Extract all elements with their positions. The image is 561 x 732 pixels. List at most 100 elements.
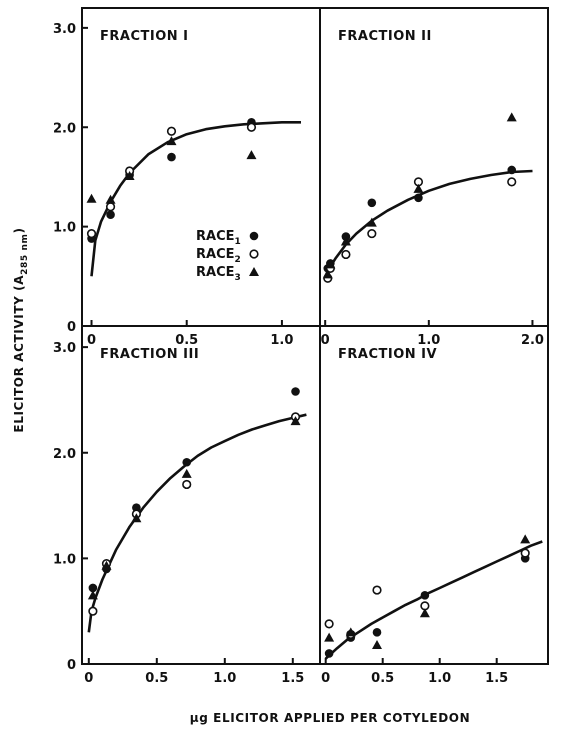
data-point [520, 548, 530, 558]
data-point [366, 217, 377, 227]
series-triangle [86, 136, 257, 204]
y-tick-label: 0 [67, 320, 76, 335]
data-point [101, 560, 112, 570]
legend-marker [249, 267, 259, 276]
panel-1: FRACTION I 0 1.0 2.0 3.0 0 0.5 1.0 [53, 7, 321, 348]
panel-title: FRACTION III [100, 347, 199, 362]
data-point [88, 606, 98, 616]
y-axis-label-sub: 285 nm [20, 234, 30, 275]
data-point [345, 627, 356, 637]
data-point [132, 503, 141, 512]
data-point [166, 136, 177, 146]
x-tick-label: 1.0 [213, 671, 236, 686]
y-tick-label: 3.0 [53, 22, 76, 37]
panel-frame [319, 325, 549, 665]
panels: FRACTION I 0 1.0 2.0 3.0 0 0.5 1.0 FRACTION II 0 1… [53, 7, 549, 686]
x-tick-label: 0 [321, 671, 330, 686]
series-filled-circle [88, 387, 300, 593]
legend-marker [249, 231, 259, 241]
data-point [246, 150, 257, 160]
data-point [246, 122, 257, 132]
panel-2: FRACTION II 0 1.0 2.0 [319, 7, 549, 348]
legend-label: RACE3 [196, 265, 241, 283]
data-point [324, 649, 334, 658]
data-point [414, 193, 423, 203]
data-point [106, 210, 115, 219]
data-point [419, 608, 430, 618]
legend-label: RACE1 [196, 229, 241, 247]
data-point [367, 228, 377, 239]
x-tick-label: 0.5 [371, 671, 394, 686]
x-tick-label: 0 [321, 333, 330, 348]
data-point [507, 165, 517, 175]
data-point [86, 228, 97, 239]
legend-marker [249, 249, 259, 259]
data-point [87, 590, 98, 600]
y-tick-label: 2.0 [53, 121, 76, 136]
data-point [520, 534, 531, 544]
data-point [372, 585, 382, 595]
data-point [181, 468, 192, 478]
data-point [291, 387, 300, 396]
data-point [182, 479, 192, 490]
data-point [341, 249, 351, 260]
data-point [182, 457, 192, 467]
data-point [372, 628, 382, 637]
fit-curve [90, 121, 301, 277]
panel-4: FRACTION IV 0 0.5 1.0 1.5 [319, 325, 549, 686]
y-tick-label: 0 [67, 658, 76, 673]
data-point [290, 416, 301, 426]
data-point [105, 194, 116, 204]
legend-label: RACE2 [196, 247, 241, 265]
y-tick-label: 1.0 [53, 552, 76, 567]
data-point [324, 632, 335, 642]
data-point [420, 591, 430, 600]
x-tick-label: 0.5 [175, 333, 198, 348]
data-point [324, 619, 334, 629]
x-tick-label: 1.5 [485, 671, 508, 686]
data-point [124, 170, 135, 180]
series-triangle [324, 534, 531, 649]
data-point [322, 269, 333, 279]
x-tick-label: 1.0 [417, 333, 440, 348]
fit-curve [324, 169, 533, 277]
data-point [506, 112, 517, 122]
panel-title: FRACTION II [338, 29, 432, 44]
data-point [340, 236, 351, 246]
x-tick-label: 0 [84, 671, 93, 686]
data-point [105, 202, 116, 212]
y-axis-label: ELICITOR ACTIVITY (A285 nm) [12, 227, 30, 432]
x-tick-label: 0.5 [145, 671, 168, 686]
x-axis-label: µg ELICITOR APPLIED PER COTYLEDON [190, 711, 470, 725]
series-triangle [87, 416, 301, 600]
panel-title: FRACTION IV [338, 347, 437, 362]
x-tick-label: 1.0 [428, 671, 451, 686]
data-point [507, 177, 517, 187]
x-tick-label: 2.0 [521, 333, 544, 348]
y-tick-label: 3.0 [53, 341, 76, 356]
y-tick-label: 1.0 [53, 221, 76, 236]
data-point [413, 183, 424, 193]
data-point [367, 198, 377, 208]
data-point [167, 152, 176, 162]
y-tick-label: 2.0 [53, 447, 76, 462]
x-tick-label: 0 [87, 333, 96, 348]
panel-frame [81, 325, 321, 665]
series-filled-circle [324, 554, 530, 658]
fit-curve [87, 413, 307, 633]
series-open-circle [88, 412, 301, 616]
data-point [166, 126, 177, 136]
panel-3: FRACTION III 0 1.0 2.0 3.0 0 0.5 1.0 1.5 [53, 325, 321, 686]
data-point [131, 513, 142, 523]
data-point [325, 259, 336, 269]
fit-curve [324, 540, 543, 660]
data-point [86, 193, 97, 203]
series-open-circle [86, 122, 257, 239]
data-point [372, 639, 382, 649]
data-point [88, 583, 98, 593]
panel-title: FRACTION I [100, 29, 189, 44]
x-tick-label: 1.0 [270, 333, 293, 348]
series-triangle [322, 112, 517, 279]
